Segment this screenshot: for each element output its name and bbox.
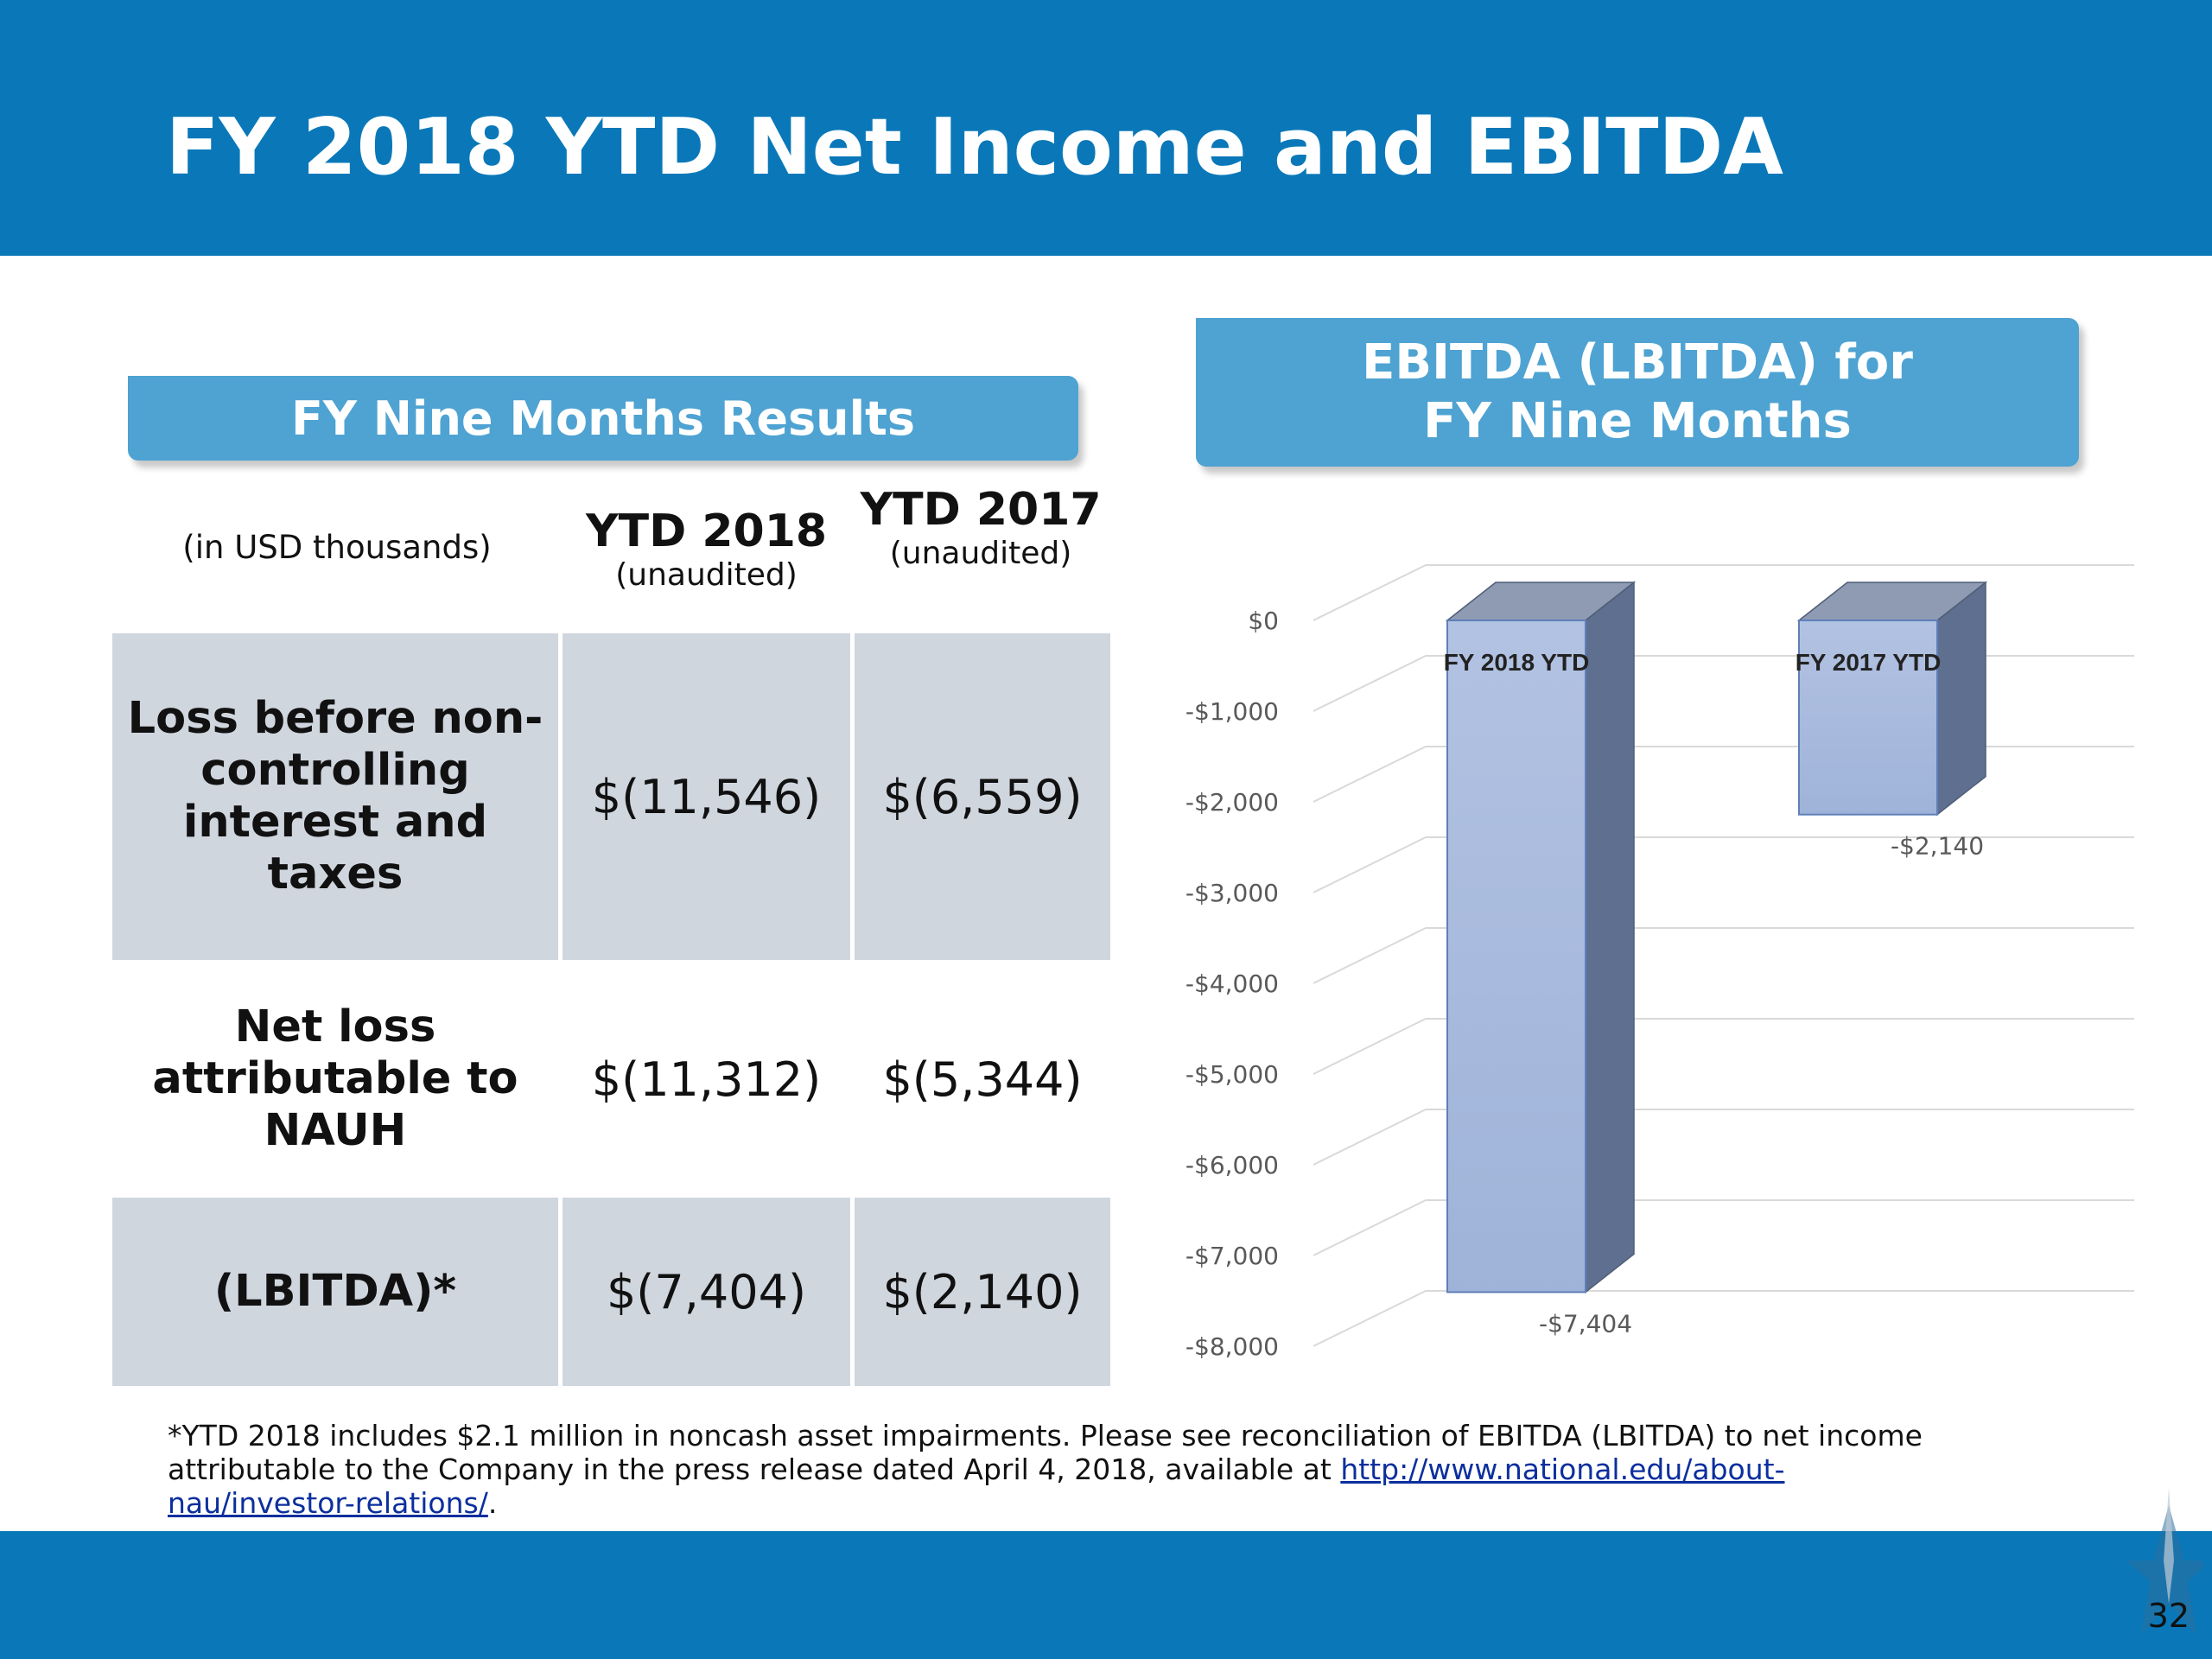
title-band: FY 2018 YTD Net Income and EBITDA [0, 0, 2212, 256]
row-label: Net loss attributable to NAUH [152, 1001, 518, 1156]
y-tick-label: -$6,000 [1185, 1151, 1279, 1179]
y-tick-label: -$2,000 [1185, 788, 1279, 817]
gridline-depth [1313, 836, 1427, 893]
column-subtitle: (unaudited) [615, 557, 798, 593]
footnote: *YTD 2018 includes $2.1 million in nonca… [168, 1419, 1965, 1520]
bar-side [1585, 581, 1635, 1294]
bar-side [1936, 581, 1986, 817]
column-title: YTD 2017 [860, 484, 1102, 536]
column-header-ytd-2017: YTD 2017 (unaudited) [851, 484, 1110, 572]
column-subtitle: (unaudited) [889, 536, 1072, 571]
gridline-depth [1313, 1018, 1427, 1075]
gridline-depth [1313, 1199, 1427, 1256]
row-label: (LBITDA)* [112, 1198, 558, 1386]
footnote-text: *YTD 2018 includes $2.1 million in nonca… [168, 1419, 1923, 1486]
chart-header-line-2: FY Nine Months [1423, 393, 1852, 449]
row-value: $(5,344) [882, 1052, 1083, 1107]
page-number: 32 [2147, 1597, 2190, 1635]
table-header: FY Nine Months Results [128, 376, 1078, 461]
investor-relations-link[interactable]: http://www.national.edu/about-nau/invest… [168, 1452, 1785, 1520]
star-logo-icon [2126, 1488, 2203, 1635]
y-tick-label: -$8,000 [1185, 1332, 1279, 1361]
lbitda-chart: $0 -$1,000 -$2,000 -$3,000 -$4,000 -$5,000 -$6… [1185, 564, 2134, 1361]
gridline-depth [1313, 1290, 1427, 1347]
y-tick-label: -$4,000 [1185, 969, 1279, 998]
gridline-depth [1313, 927, 1427, 984]
data-label: -$7,404 [1539, 1309, 1632, 1338]
gridline-depth [1313, 746, 1427, 803]
row-value: $(2,140) [855, 1198, 1110, 1386]
chart-header-line-1: EBITDA (LBITDA) for [1362, 334, 1913, 391]
row-value: $(7,404) [563, 1198, 850, 1386]
row-value: $(6,559) [855, 633, 1110, 960]
y-tick-label: -$1,000 [1185, 697, 1279, 726]
category-label: FY 2017 YTD [1796, 649, 1942, 676]
footnote-suffix: . [487, 1486, 498, 1520]
gridline-depth [1313, 655, 1427, 712]
y-tick-label: -$7,000 [1185, 1242, 1279, 1270]
row-value: $(11,546) [563, 633, 850, 960]
category-label: FY 2018 YTD [1444, 649, 1590, 676]
bar [1446, 620, 1586, 1294]
data-label: -$2,140 [1891, 832, 1984, 861]
column-title: YTD 2018 [585, 505, 828, 557]
y-tick-label: -$5,000 [1185, 1060, 1279, 1089]
gridline-depth [1313, 1109, 1427, 1166]
chart-header: EBITDA (LBITDA) for FY Nine Months [1196, 318, 2079, 467]
units-label: (in USD thousands) [182, 529, 492, 566]
y-tick-label: -$3,000 [1185, 879, 1279, 907]
y-tick-label: $0 [1248, 607, 1279, 635]
gridline-depth [1313, 564, 1427, 621]
bar [1798, 620, 1938, 816]
slide-title: FY 2018 YTD Net Income and EBITDA [166, 102, 1783, 193]
row-label: Loss before non-controlling interest and… [112, 633, 558, 960]
row-value: $(11,312) [591, 1052, 822, 1107]
footer-band [0, 1488, 2212, 1659]
column-header-ytd-2018: YTD 2018 (unaudited) [562, 505, 851, 594]
